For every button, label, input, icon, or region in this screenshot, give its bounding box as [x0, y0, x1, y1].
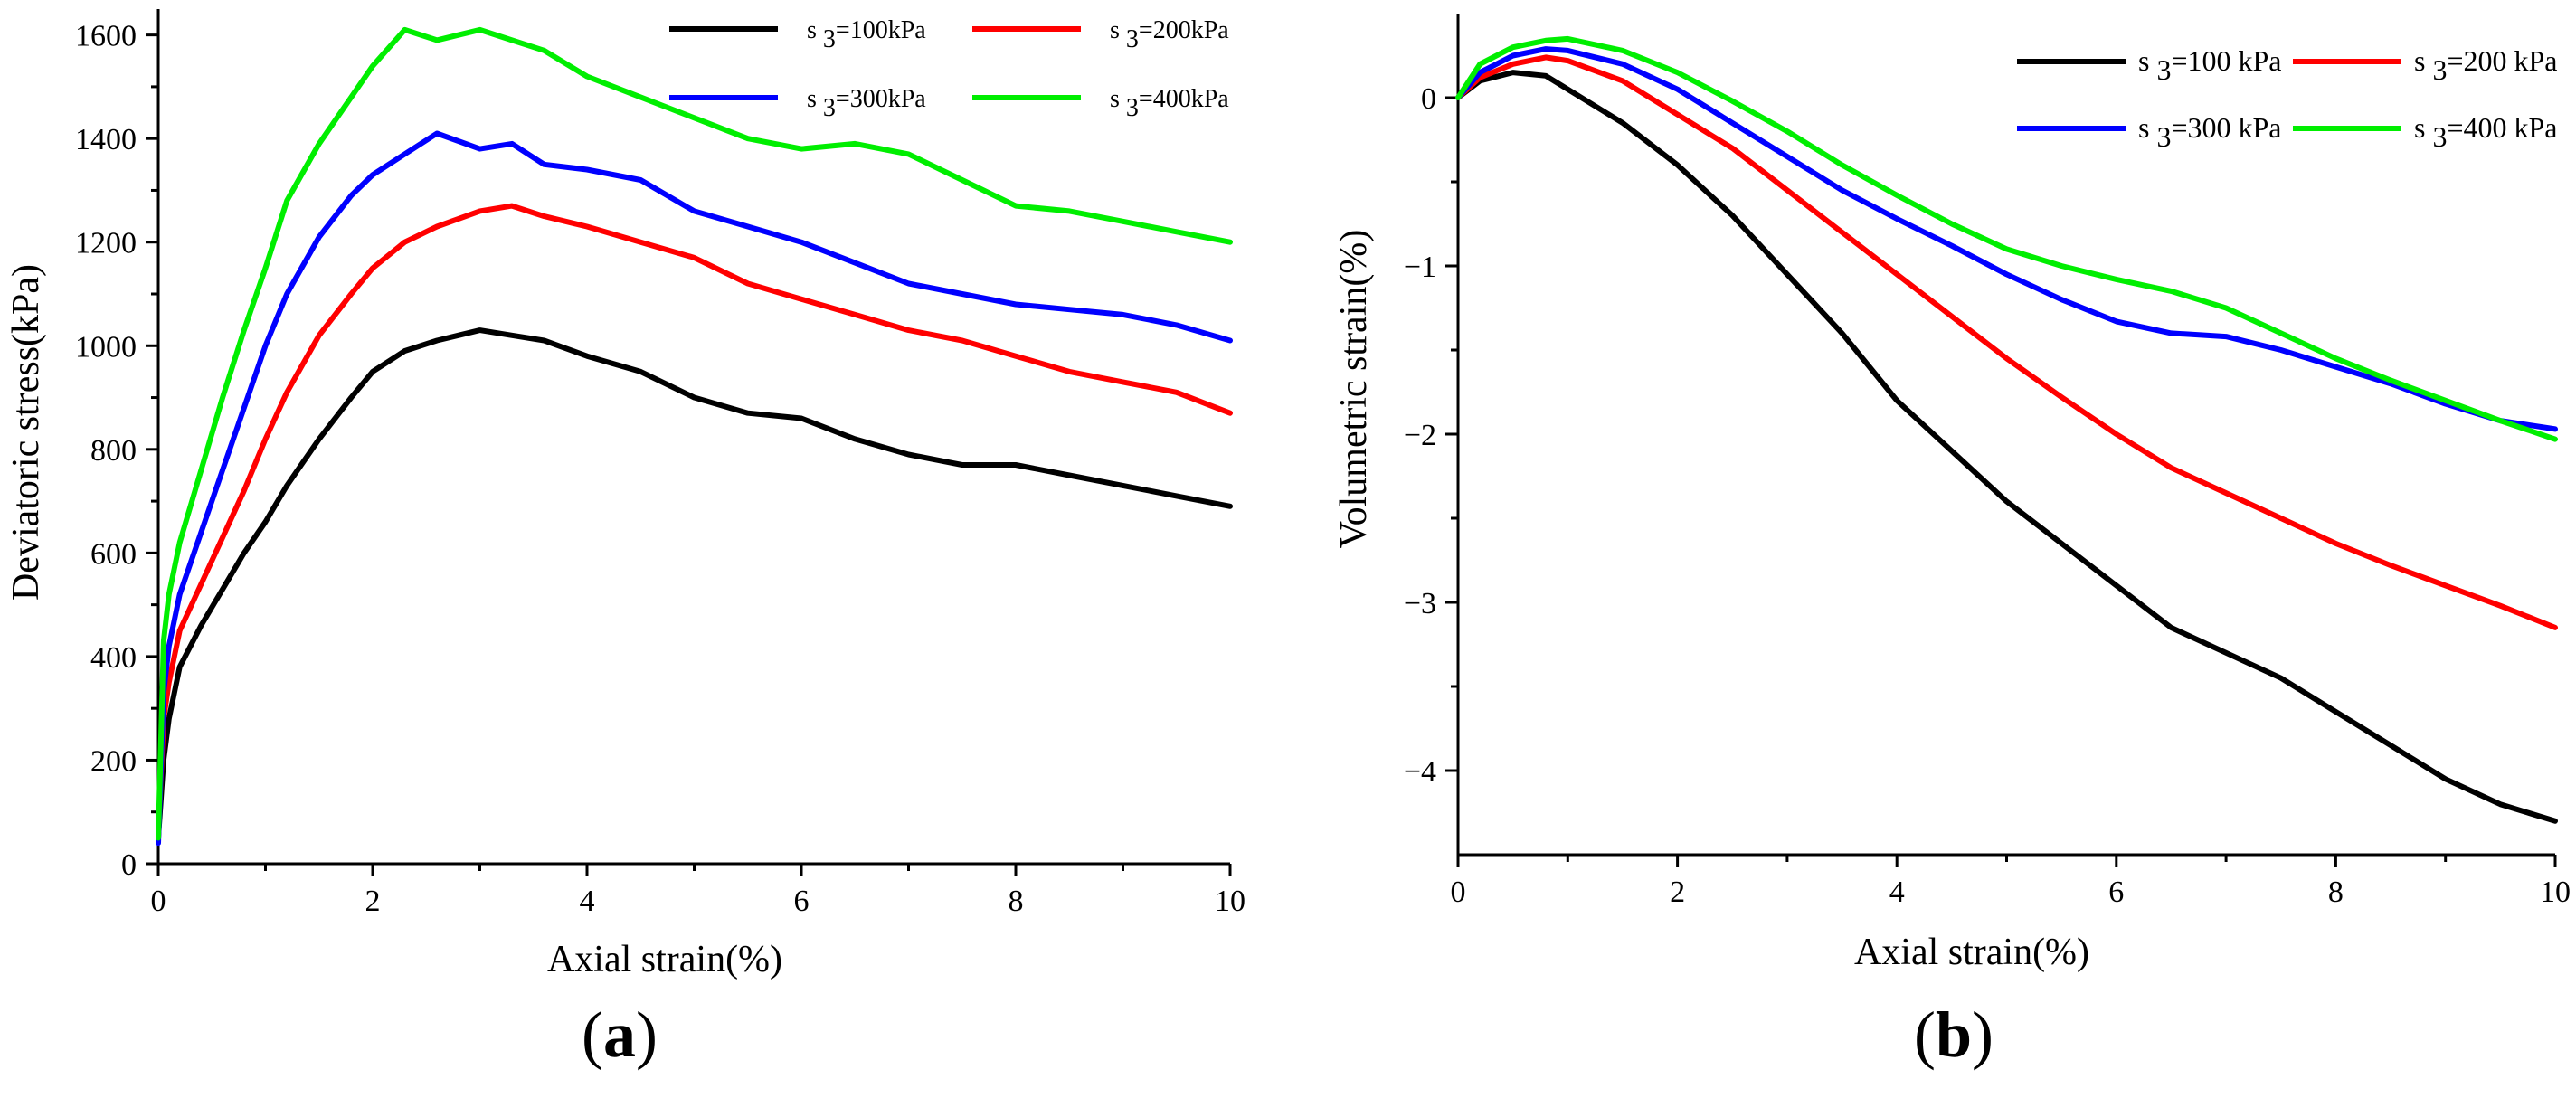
panel-a-legend-label-s300: s 3=300kPa	[807, 85, 926, 122]
panel-b-legend-label-s200: s 3=200 kPa	[2414, 44, 2558, 86]
panel-a-series-s100	[156, 327, 1233, 841]
panel-b-y-tick-label: −2	[1404, 419, 1436, 452]
panel-b-ylabel: Volumetric strain(%)	[1333, 230, 1375, 549]
panel-b-legend-label-s300: s 3=300 kPa	[2138, 111, 2282, 153]
panel-b-label: (b)	[1914, 999, 1994, 1071]
panel-a-y-tick-label: 800	[90, 434, 137, 468]
panel-b-legend-label-s400: s 3=400 kPa	[2414, 111, 2558, 153]
panel-a-y-tick-label: 1600	[75, 20, 137, 53]
panel-b-y-tick-label: −1	[1404, 251, 1436, 284]
panel-b-y-tick-label: −3	[1404, 587, 1436, 620]
panel-b-x-tick-label: 2	[1670, 876, 1685, 909]
panel-b-y-tick-label: −4	[1404, 755, 1436, 789]
panel-a-y-tick-label: 1200	[75, 227, 137, 260]
panel-a-y-tick-label: 600	[90, 537, 137, 571]
panel-a-x-tick-label: 6	[794, 885, 810, 918]
panel-b-legend-label-s100: s 3=100 kPa	[2138, 44, 2282, 86]
panel-a-legend-label-s400: s 3=400kPa	[1110, 85, 1229, 122]
panel-b-series-s400	[1455, 35, 2558, 442]
panel-a-label: (a)	[582, 999, 658, 1071]
panel-a-legend-label-s100: s 3=100kPa	[807, 16, 926, 53]
panel-a-legend-label-s200: s 3=200kPa	[1110, 16, 1229, 53]
panel-a-ylabel: Deviatoric stress(kPa)	[5, 264, 47, 601]
panel-a-series-s300	[156, 130, 1233, 847]
panel-a-series-s400	[156, 26, 1233, 841]
panel-a-y-tick-label: 1000	[75, 330, 137, 364]
panel-b-x-tick-label: 10	[2540, 876, 2571, 909]
panel-b-series-s300	[1455, 46, 2558, 432]
panel-a-x-tick-label: 2	[365, 885, 381, 918]
panel-b-xlabel: Axial strain(%)	[1854, 932, 2089, 973]
panel-a-series-s200	[156, 203, 1233, 836]
panel-a-x-tick-label: 4	[580, 885, 595, 918]
panel-a-x-tick-label: 10	[1215, 885, 1245, 918]
panel-b-series-s200	[1455, 54, 2558, 630]
panel-a-y-tick-label: 200	[90, 744, 137, 778]
panel-a-y-tick-label: 0	[121, 848, 137, 882]
panel-a-y-tick-label: 1400	[75, 123, 137, 156]
panel-a-xlabel: Axial strain(%)	[547, 939, 782, 980]
panel-b-volumetric-strain-chart: Volumetric strain(%) Axial strain(%) (b)…	[1333, 14, 2571, 1071]
panel-a-y-tick-label: 400	[90, 641, 137, 675]
panel-a-deviatoric-stress-chart: Deviatoric stress(kPa) Axial strain(%) (…	[5, 9, 1245, 1071]
panel-b-x-tick-label: 6	[2108, 876, 2124, 909]
panel-b-x-tick-label: 4	[1889, 876, 1905, 909]
panel-b-x-tick-label: 8	[2328, 876, 2344, 909]
panel-a-x-tick-label: 8	[1009, 885, 1024, 918]
panel-b-y-tick-label: 0	[1421, 82, 1436, 116]
panel-b-x-tick-label: 0	[1451, 876, 1466, 909]
panel-b-series-s100	[1455, 70, 2558, 824]
panel-a-x-tick-label: 0	[151, 885, 166, 918]
